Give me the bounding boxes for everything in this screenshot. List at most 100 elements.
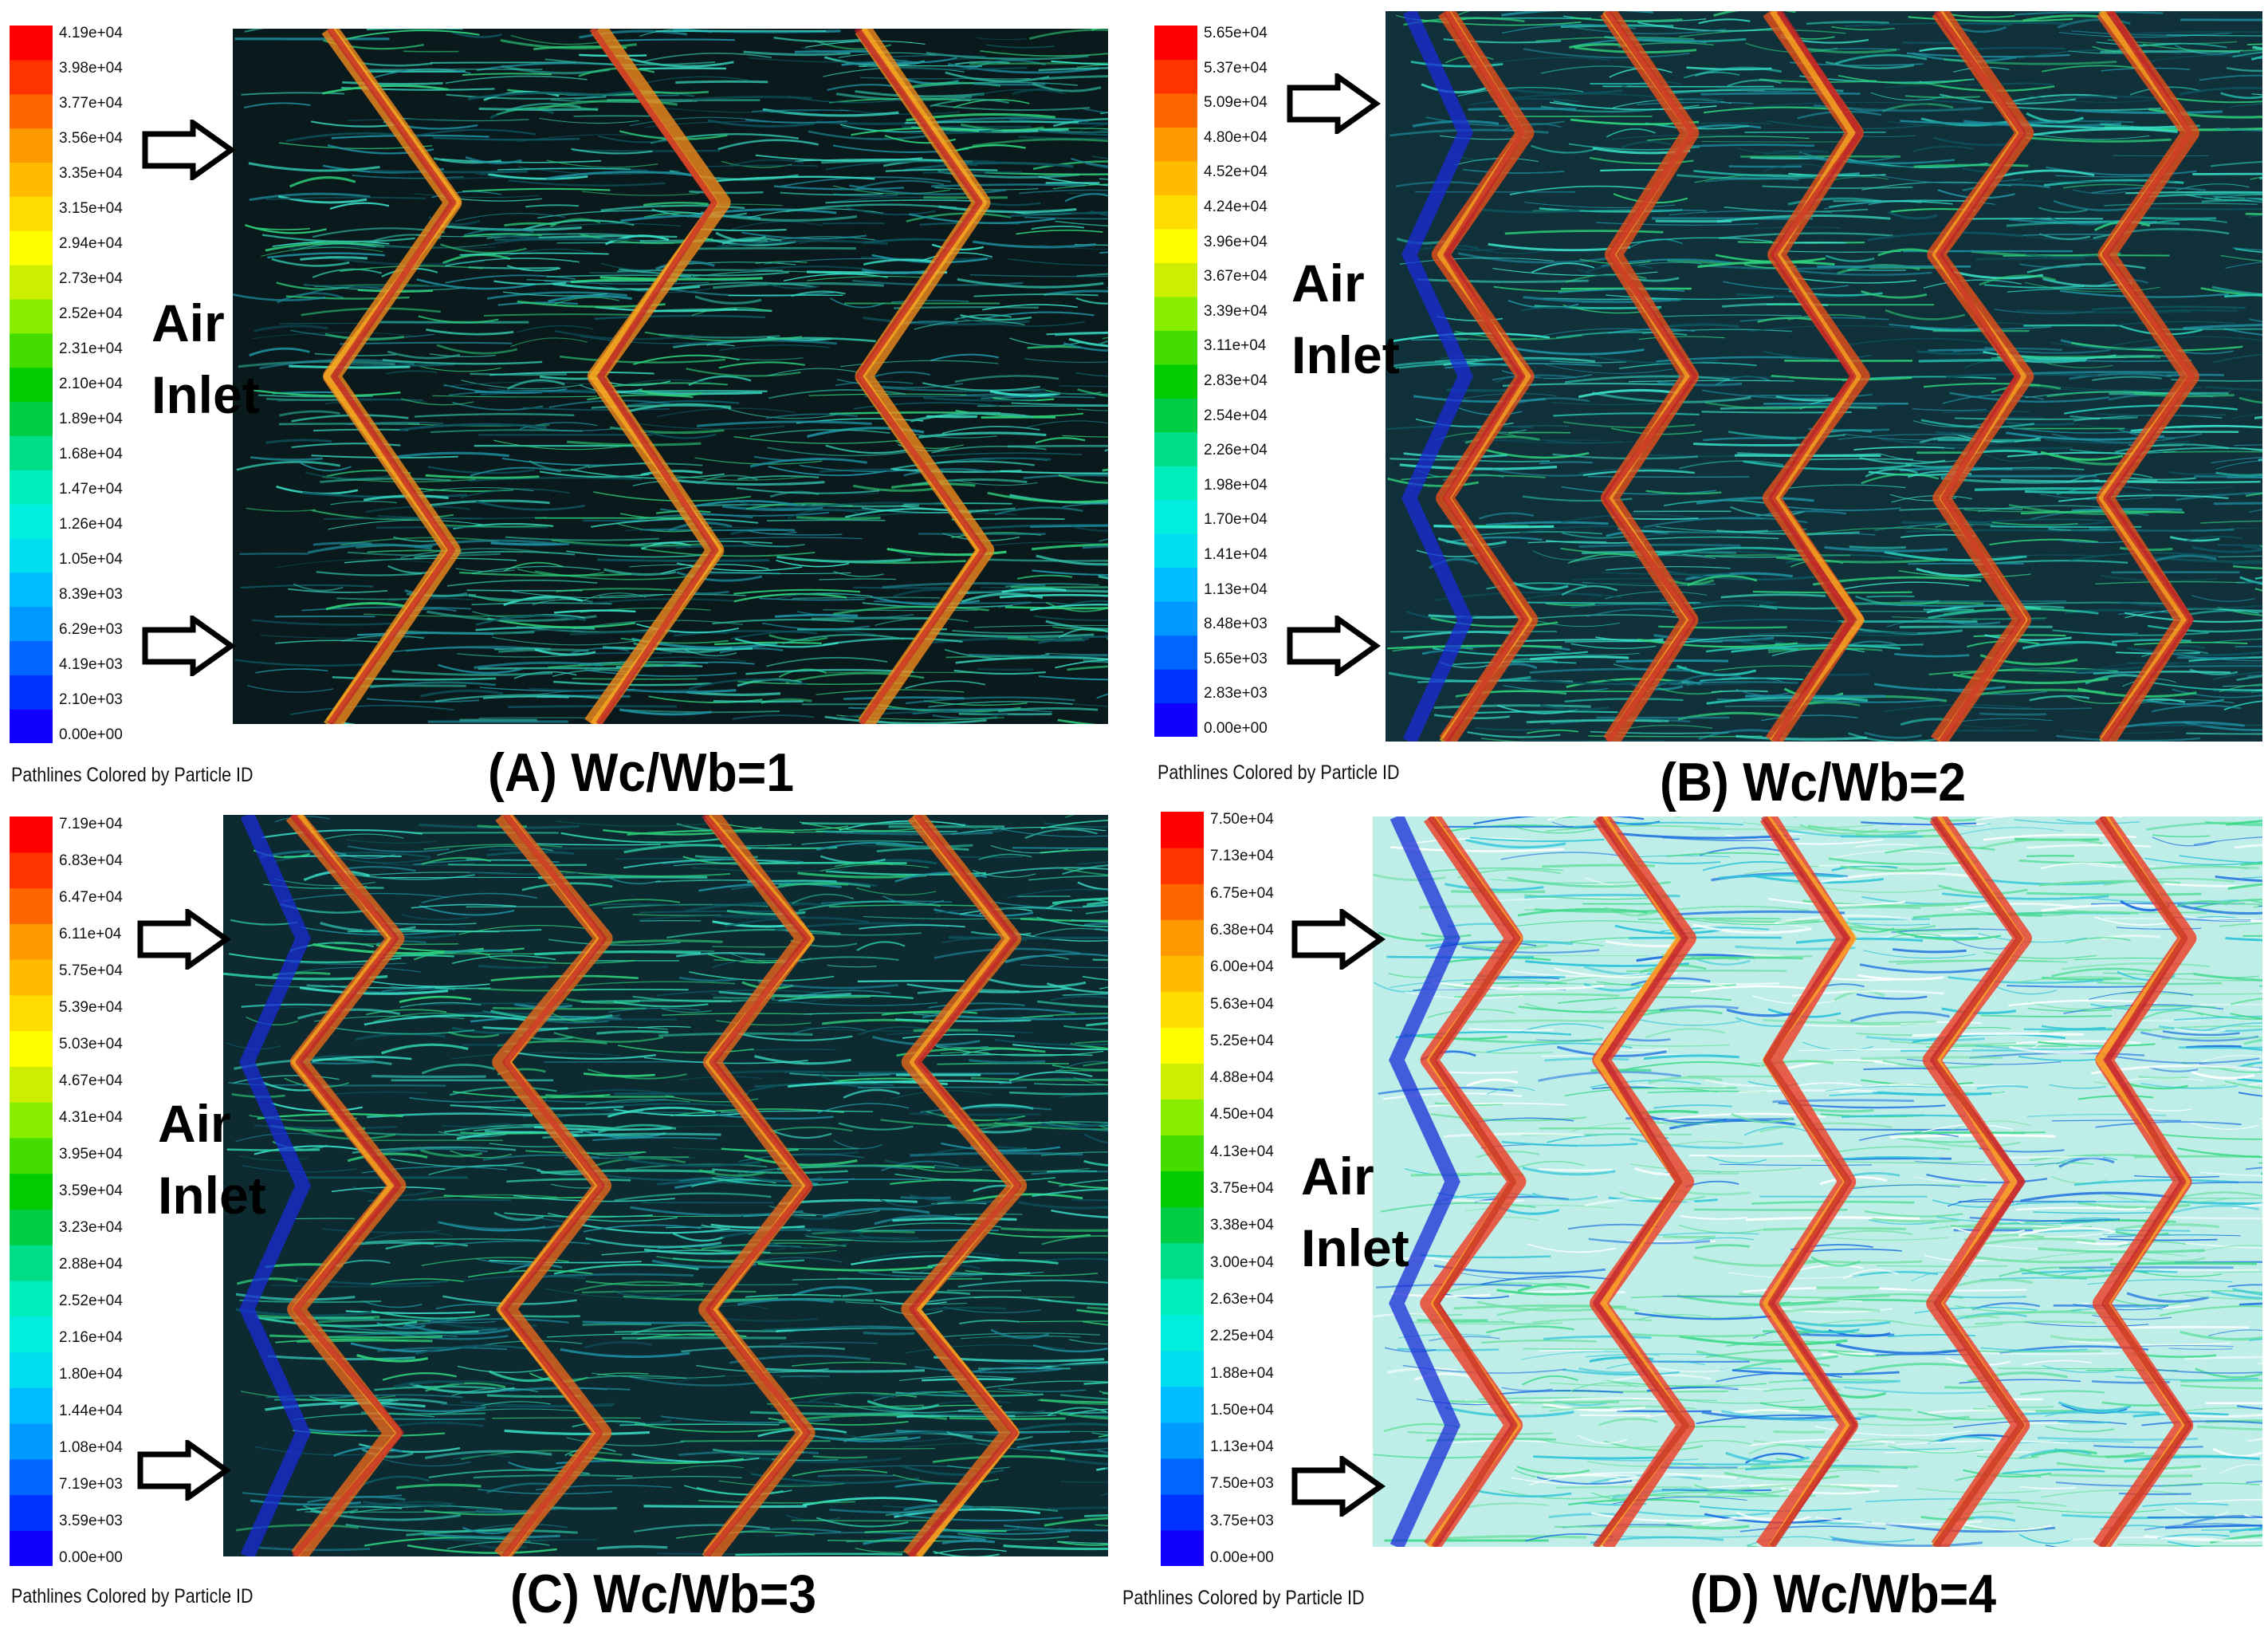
- colorbar-swatch: [10, 816, 53, 853]
- colorbar-tick-label: 2.16e+04: [59, 1329, 123, 1346]
- inlet-edge-band: [239, 815, 311, 1556]
- colorbar-tick-label: 1.68e+04: [59, 446, 123, 462]
- colorbar-swatch: [10, 1209, 53, 1245]
- colorbar-swatch: [10, 1030, 53, 1067]
- colorbar-tick-label: 2.54e+04: [1204, 407, 1268, 424]
- colorbar-tick-label: 3.00e+04: [1210, 1253, 1274, 1271]
- inlet-edge-band: [1401, 11, 1473, 742]
- colorbar-tick-label: 3.38e+04: [1210, 1217, 1274, 1234]
- colorbar-swatch: [1161, 1314, 1204, 1352]
- colorbar-tick-label: 4.67e+04: [59, 1072, 123, 1089]
- colorbar-tick-label: 7.50e+03: [1210, 1475, 1274, 1493]
- inlet-arrow-icon: [137, 909, 231, 970]
- colorbar-tick-label: 3.15e+04: [59, 200, 123, 217]
- colorbar-tick-label: 7.19e+04: [59, 816, 123, 832]
- colorbar-swatch: [1161, 919, 1204, 956]
- colorbar-swatch: [1154, 702, 1197, 737]
- colorbar-swatch: [10, 572, 53, 608]
- inlet-arrow-icon: [1291, 909, 1386, 970]
- colorbar-tick-label: 8.39e+03: [59, 586, 123, 603]
- colorbar-swatch: [10, 1280, 53, 1317]
- colorbar-swatch: [1154, 127, 1197, 162]
- colorbar-tick-label: 1.98e+04: [1204, 476, 1268, 494]
- colorbar-swatch: [1161, 1135, 1204, 1172]
- colorbar-swatch: [10, 1137, 53, 1175]
- colorbar-tick-label: 1.47e+04: [59, 481, 123, 498]
- colorbar-tick-label: 6.38e+04: [1210, 921, 1274, 938]
- colorbar-tick-label: 0.00e+00: [59, 726, 123, 743]
- air-inlet-label-b: Air Inlet: [1291, 247, 1400, 391]
- colorbar-swatch: [10, 265, 53, 300]
- colorbar-tick-label: 5.37e+04: [1204, 59, 1268, 77]
- baffle-pathline-band: [702, 815, 813, 1556]
- colorbar-swatch: [1161, 955, 1204, 992]
- colorbar-tick-label: 3.11e+04: [1204, 337, 1267, 355]
- colorbar-c: [10, 816, 53, 1566]
- colorbar-tick-label: 5.03e+04: [59, 1036, 123, 1053]
- air-label-line1: Air: [1301, 1147, 1374, 1206]
- baffle-pathline-band: [327, 29, 457, 724]
- colorbar-b: [1154, 26, 1197, 737]
- colorbar-tick-label: 2.83e+04: [1204, 372, 1268, 389]
- baffle-pathline-band: [1602, 11, 1697, 742]
- colorbar-tick-label: 0.00e+00: [1204, 720, 1268, 737]
- colorbar-swatch: [10, 852, 53, 889]
- colorbar-swatch: [10, 298, 53, 334]
- baffle-pathline-band: [500, 815, 607, 1556]
- colorbar-swatch: [1161, 1242, 1204, 1280]
- colorbar-tick-label: 1.44e+04: [59, 1403, 123, 1419]
- colorbar-swatch: [10, 709, 53, 743]
- colorbar-swatch: [1154, 330, 1197, 365]
- colorbar-tick-label: 3.35e+04: [59, 165, 123, 182]
- colorbar-tick-label: 1.70e+04: [1204, 511, 1268, 529]
- colorbar-swatch: [1161, 812, 1204, 848]
- colorbar-tick-label: 6.47e+04: [59, 889, 123, 906]
- baffle-pathline-band: [1427, 816, 1521, 1547]
- colorbar-tick-label: 1.26e+04: [59, 516, 123, 533]
- colorbar-tick-label: 6.83e+04: [59, 852, 123, 869]
- colorbar-swatch: [1161, 1529, 1204, 1566]
- colorbar-swatch: [10, 401, 53, 436]
- inlet-arrow-icon: [137, 1440, 231, 1501]
- colorbar-tick-label: 1.05e+04: [59, 551, 123, 568]
- colorbar-tick-label: 5.25e+04: [1210, 1032, 1274, 1049]
- colorbar-swatch: [10, 1173, 53, 1210]
- colorbar-tick-label: 2.26e+04: [1204, 442, 1268, 459]
- air-label-line1: Air: [151, 293, 225, 352]
- colorbar-swatch: [1161, 1493, 1204, 1531]
- baffle-pathline-band: [854, 29, 987, 724]
- colorbar-tick-label: 2.63e+04: [1210, 1290, 1274, 1308]
- colorbar-swatch: [1161, 883, 1204, 920]
- colorbar-tick-label: 4.19e+03: [59, 656, 123, 673]
- baffle-pathline-band: [1769, 11, 1865, 742]
- colorbar-tick-label: 2.52e+04: [59, 1293, 123, 1309]
- colorbar-tick-label: 2.52e+04: [59, 305, 123, 322]
- colorbar-swatch: [10, 640, 53, 675]
- colorbar-swatch: [1161, 1206, 1204, 1244]
- colorbar-swatch: [10, 196, 53, 231]
- colorbar-tick-label: 3.95e+04: [59, 1146, 123, 1163]
- colorbar-swatch: [1154, 635, 1197, 670]
- colorbar-tick-label: 2.25e+04: [1210, 1328, 1274, 1345]
- colorbar-swatch: [1161, 1027, 1204, 1064]
- colorbar-swatch: [1161, 848, 1204, 884]
- colorbar-tick-label: 4.24e+04: [1204, 199, 1268, 215]
- colorbar-swatch: [10, 887, 53, 924]
- colorbar-tick-label: 3.39e+04: [1204, 302, 1268, 320]
- caption-a: Pathlines Colored by Particle ID: [11, 764, 254, 786]
- air-label-line2: Inlet: [151, 365, 260, 424]
- colorbar-swatch: [10, 1066, 53, 1103]
- colorbar-swatch: [10, 367, 53, 403]
- colorbar-tick-label: 2.88e+04: [59, 1256, 123, 1273]
- colorbar-swatch: [10, 93, 53, 129]
- colorbar-tick-label: 3.77e+04: [59, 95, 123, 112]
- colorbar-tick-label: 3.23e+04: [59, 1219, 123, 1236]
- colorbar-tick-label: 1.41e+04: [1204, 546, 1268, 563]
- colorbar-tick-label: 5.39e+04: [59, 999, 123, 1016]
- colorbar-tick-label: 3.56e+04: [59, 130, 123, 147]
- inlet-edge-band: [1389, 816, 1460, 1547]
- colorbar-swatch: [10, 923, 53, 960]
- colorbar-tick-label: 3.96e+04: [1204, 233, 1268, 250]
- baffle-pathline-band: [1592, 816, 1689, 1547]
- baffle-pathline-band: [1933, 11, 2026, 742]
